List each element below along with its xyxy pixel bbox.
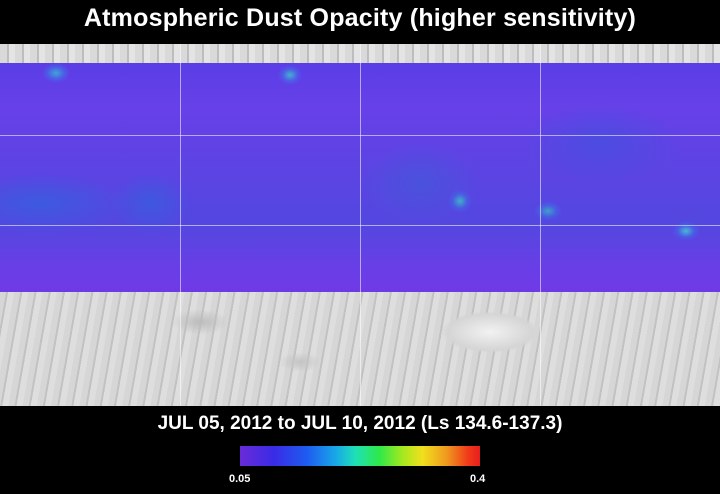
colorbar bbox=[240, 446, 480, 466]
map-title: Atmospheric Dust Opacity (higher sensiti… bbox=[83, 4, 637, 32]
grid-line-horizontal bbox=[0, 225, 720, 226]
mars-map bbox=[0, 44, 720, 406]
date-range: JUL 05, 2012 to JUL 10, 2012 (Ls 134.6-1… bbox=[157, 413, 563, 434]
grid-line-horizontal bbox=[0, 135, 720, 136]
colorbar-max-label: 0.4 bbox=[470, 473, 486, 485]
colorbar-min-label: 0.05 bbox=[229, 473, 251, 485]
